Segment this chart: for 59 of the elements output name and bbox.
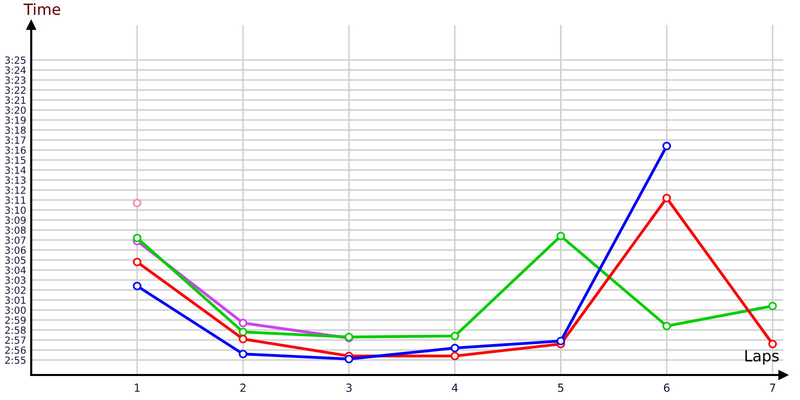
- y-tick-label: 3:25: [5, 56, 26, 64]
- y-tick-label: 3:02: [5, 286, 26, 294]
- point: [132, 198, 142, 208]
- x-tick-label: 5: [558, 384, 564, 392]
- x-tick-label: 6: [664, 384, 670, 392]
- point: [132, 258, 142, 266]
- x-tick-label: 3: [346, 384, 352, 392]
- y-tick-label: 2:55: [5, 356, 26, 364]
- y-tick-label: 3:11: [5, 196, 26, 204]
- y-tick-label: 3:05: [5, 256, 26, 264]
- x-tick-label: 4: [452, 384, 458, 392]
- y-tick-label: 3:00: [5, 306, 26, 314]
- y-tick-label: 3:14: [5, 166, 26, 174]
- y-tick-label: 3:18: [5, 126, 26, 134]
- point: [238, 334, 248, 344]
- y-tick-label: 2:59: [5, 316, 26, 324]
- point: [556, 232, 566, 240]
- x-axis-title: Laps: [745, 350, 779, 364]
- y-tick-label: 3:15: [5, 156, 26, 164]
- y-tick-label: 3:03: [5, 276, 26, 284]
- point: [556, 336, 566, 346]
- point: [238, 328, 248, 336]
- point: [238, 318, 248, 328]
- y-tick-label: 3:20: [5, 106, 26, 114]
- point: [344, 354, 354, 364]
- y-tick-label: 3:01: [5, 296, 26, 304]
- point: [450, 344, 460, 352]
- point: [450, 352, 460, 360]
- y-tick-label: 3:19: [5, 116, 26, 124]
- point: [662, 322, 671, 330]
- y-tick-label: 3:13: [5, 176, 26, 184]
- y-tick-label: 3:10: [5, 206, 26, 214]
- y-tick-label: 3:23: [5, 76, 26, 84]
- y-tick-label: 2:58: [5, 326, 26, 334]
- y-tick-label: 2:57: [5, 336, 26, 344]
- y-tick-label: 3:12: [5, 186, 26, 194]
- y-tick-label: 3:07: [5, 236, 26, 244]
- y-tick-label: 3:24: [5, 66, 26, 74]
- x-tick-label: 2: [240, 384, 246, 392]
- point: [662, 142, 671, 150]
- point: [768, 302, 777, 310]
- y-tick-label: 3:06: [5, 246, 26, 254]
- y-tick-label: 3:16: [5, 146, 26, 154]
- point: [132, 282, 142, 290]
- y-tick-label: 3:09: [5, 216, 26, 224]
- point: [768, 340, 777, 348]
- point: [662, 194, 671, 202]
- y-tick-label: 3:22: [5, 86, 26, 94]
- x-tick-label: 7: [770, 384, 776, 392]
- point: [132, 234, 142, 242]
- y-tick-label: 3:08: [5, 226, 26, 234]
- y-tick-label: 3:21: [5, 96, 26, 104]
- y-tick-label: 3:04: [5, 266, 26, 274]
- y-tick-label: 2:56: [5, 346, 26, 354]
- point: [238, 350, 248, 358]
- y-axis-title: Time: [24, 3, 60, 16]
- x-tick-label: 1: [134, 384, 140, 392]
- point: [450, 332, 460, 340]
- y-tick-label: 3:17: [5, 136, 26, 144]
